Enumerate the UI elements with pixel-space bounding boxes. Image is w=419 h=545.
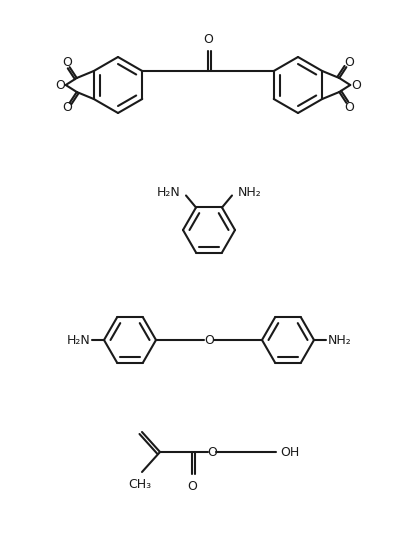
Text: O: O <box>187 480 197 493</box>
Text: NH₂: NH₂ <box>328 334 352 347</box>
Text: H₂N: H₂N <box>66 334 90 347</box>
Text: O: O <box>344 57 354 69</box>
Text: O: O <box>207 445 217 458</box>
Text: O: O <box>204 334 214 347</box>
Text: O: O <box>55 78 65 92</box>
Text: H₂N: H₂N <box>156 186 180 199</box>
Text: O: O <box>344 100 354 113</box>
Text: CH₃: CH₃ <box>129 478 152 491</box>
Text: NH₂: NH₂ <box>238 186 262 199</box>
Text: O: O <box>351 78 361 92</box>
Text: O: O <box>62 57 72 69</box>
Text: OH: OH <box>280 445 299 458</box>
Text: O: O <box>203 33 213 46</box>
Text: O: O <box>62 100 72 113</box>
